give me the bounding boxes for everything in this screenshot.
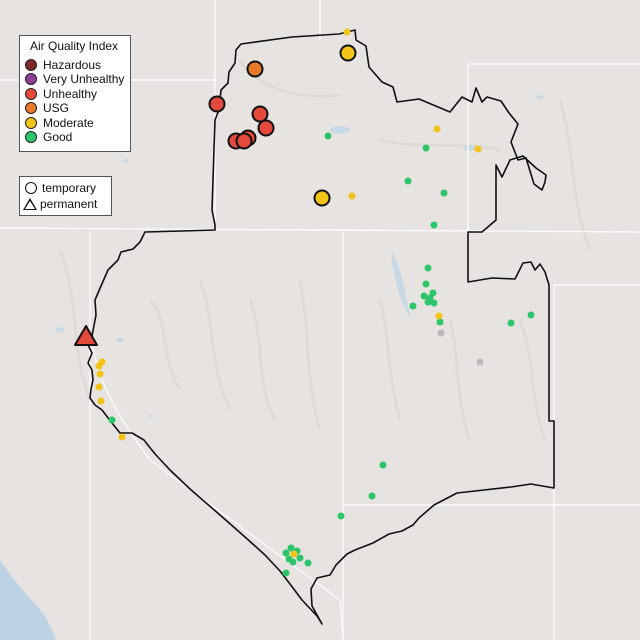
sensor-good <box>304 559 312 567</box>
region-outline <box>87 29 555 625</box>
sensor-moderate <box>290 550 298 558</box>
sensor-good <box>424 298 432 306</box>
sensor-moderate <box>96 370 104 378</box>
legend-swatch <box>25 117 37 129</box>
sensor-good <box>440 189 448 197</box>
legend-label: USG <box>43 101 70 115</box>
sensor-good <box>527 311 535 319</box>
legend-label: permanent <box>40 197 98 211</box>
legend-item-moderate: Moderate <box>25 116 94 130</box>
aqi-legend: Air Quality Index Hazardous Very Unhealt… <box>19 35 131 152</box>
sensor-moderate <box>95 383 103 391</box>
no-data-sensors <box>437 329 484 366</box>
sensor-moderate <box>474 145 482 153</box>
sensor-good <box>436 318 444 326</box>
monitor-usg <box>246 60 264 78</box>
sensor-good <box>507 319 515 327</box>
legend-swatch <box>25 59 37 71</box>
sensor-moderate <box>97 397 105 405</box>
legend-label: Good <box>43 130 73 144</box>
moderate-sensors <box>95 28 482 558</box>
sensor-good <box>379 461 387 469</box>
sensor-good <box>424 264 432 272</box>
legend-item-temporary: temporary <box>25 181 96 195</box>
sensor-no-data <box>476 358 484 366</box>
sensor-good <box>296 554 304 562</box>
legend-label: Unhealthy <box>43 87 98 101</box>
sensor-good <box>430 299 438 307</box>
sensor-good <box>282 569 290 577</box>
sensor-good <box>289 558 297 566</box>
legend-item-hazardous: Hazardous <box>25 58 101 72</box>
sensor-moderate <box>95 362 103 370</box>
sensor-moderate <box>348 192 356 200</box>
sensor-good <box>287 544 295 552</box>
lakes <box>55 95 544 417</box>
legend-title: Air Quality Index <box>30 39 119 53</box>
sensor-good <box>282 549 290 557</box>
sensor-moderate <box>118 433 126 441</box>
sensor-good <box>429 289 437 297</box>
sensor-good <box>420 292 428 300</box>
good-sensors <box>108 132 535 577</box>
legend-label: Moderate <box>43 116 94 130</box>
legend-item-permanent: permanent <box>23 197 97 211</box>
sensor-good <box>409 302 417 310</box>
sensor-no-data <box>437 329 445 337</box>
legend-label: Very Unhealthy <box>43 72 125 86</box>
sensor-moderate <box>343 28 351 36</box>
triangle-icon <box>23 198 37 210</box>
sensor-good <box>422 280 430 288</box>
monitor-type-legend: temporary permanent <box>19 176 112 216</box>
sensor-moderate <box>435 312 443 320</box>
legend-swatch <box>25 131 37 143</box>
permanent-monitor-unhealthy <box>74 325 98 346</box>
legend-swatch <box>25 73 37 85</box>
sensor-good <box>368 492 376 500</box>
sensor-good <box>337 512 345 520</box>
monitor-moderate <box>339 44 357 62</box>
legend-item-good: Good <box>25 130 72 144</box>
ocean <box>0 560 56 640</box>
legend-item-very-unhealthy: Very Unhealthy <box>25 72 124 86</box>
sensor-good <box>324 132 332 140</box>
legend-label: temporary <box>42 181 97 195</box>
legend-swatch <box>25 88 37 100</box>
circle-icon <box>25 182 37 194</box>
sensor-good <box>422 144 430 152</box>
monitor-unhealthy <box>257 119 275 137</box>
temporary-monitors <box>208 44 357 207</box>
sensor-good <box>430 221 438 229</box>
legend-item-usg: USG <box>25 101 69 115</box>
monitor-unhealthy <box>235 132 253 150</box>
sensor-good <box>404 177 412 185</box>
sensor-moderate <box>433 125 441 133</box>
monitor-unhealthy <box>208 95 226 113</box>
legend-swatch <box>25 102 37 114</box>
legend-label: Hazardous <box>43 58 102 72</box>
legend-item-unhealthy: Unhealthy <box>25 87 97 101</box>
sensor-good <box>108 416 116 424</box>
monitor-unhealthy <box>251 105 269 123</box>
monitor-moderate <box>313 189 331 207</box>
